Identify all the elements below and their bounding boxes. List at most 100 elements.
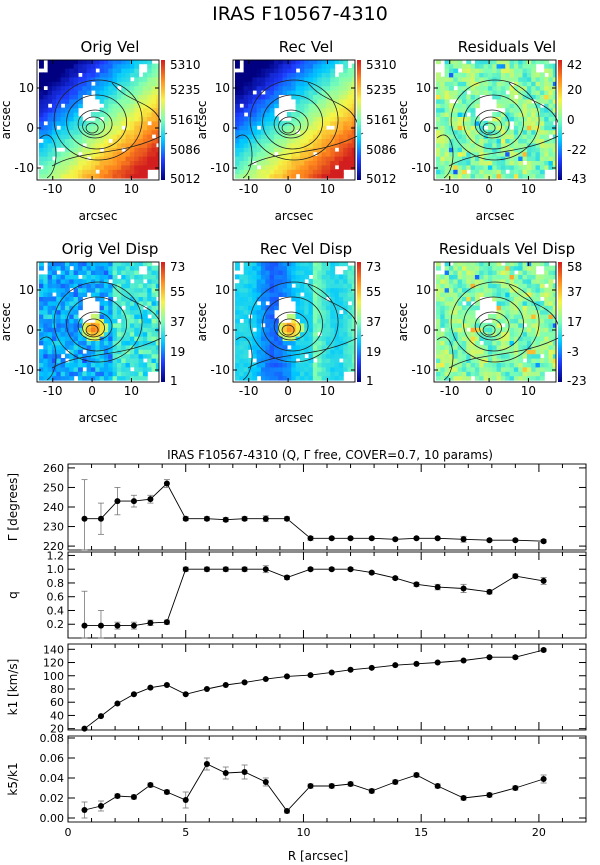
map-pixel <box>531 305 537 311</box>
map-pixel <box>535 287 541 293</box>
map-pixel <box>522 362 528 368</box>
map-pixel <box>112 309 118 315</box>
map-pixel <box>252 151 258 157</box>
map-pixel <box>51 107 57 113</box>
map-pixel <box>108 94 114 100</box>
map-pixel <box>116 156 122 161</box>
map-pixel <box>273 358 279 363</box>
map-pixel <box>343 76 349 82</box>
map-pixel <box>295 340 301 346</box>
map-pixel <box>121 63 127 69</box>
map-pixel <box>330 349 336 355</box>
map-pixel <box>82 283 88 289</box>
map-pixel <box>470 151 476 157</box>
map-pixel <box>461 336 467 341</box>
map-pixel <box>43 296 49 302</box>
map-pixel <box>492 314 498 319</box>
map-pixel <box>295 107 301 113</box>
map-pixel <box>500 112 506 117</box>
map-pixel <box>304 331 310 337</box>
map-pixel <box>278 147 284 153</box>
map-pixel <box>243 283 249 289</box>
map-pixel <box>260 344 266 350</box>
map-pixel <box>138 278 144 284</box>
map-pixel <box>142 362 148 368</box>
map-pixel <box>64 265 70 271</box>
map-pixel <box>522 142 528 148</box>
map-pixel <box>138 173 144 179</box>
map-pixel <box>308 90 314 95</box>
map-pixel <box>239 138 245 144</box>
map-pixel <box>108 76 114 82</box>
map-pixel <box>466 103 472 109</box>
map-pixel <box>312 72 318 78</box>
map-pixel <box>343 156 349 161</box>
map-pixel <box>500 300 506 306</box>
map-pixel <box>496 353 502 359</box>
map-pixel <box>129 305 135 311</box>
map-pixel <box>325 278 331 284</box>
map-pixel <box>73 142 79 148</box>
map-pixel <box>252 305 258 311</box>
map-pixel <box>260 305 266 311</box>
map-pixel <box>308 318 314 324</box>
map-pixel <box>444 151 450 157</box>
map-pixel <box>286 138 292 144</box>
map-pixel <box>51 85 57 91</box>
map-pixel <box>269 296 275 302</box>
map-pixel <box>103 85 109 91</box>
map-pixel <box>509 103 515 109</box>
map-pixel <box>544 81 550 87</box>
map-pixel <box>466 344 472 350</box>
map-pixel <box>526 292 532 297</box>
map-pixel <box>64 283 70 289</box>
map-pixel <box>151 314 157 319</box>
map-pixel <box>64 287 70 293</box>
map-pixel <box>334 331 340 337</box>
map-pixel <box>247 68 253 73</box>
map-pixel <box>151 318 157 324</box>
x-tick-label: -10 <box>239 182 259 196</box>
map-pixel <box>312 314 318 319</box>
map-pixel <box>95 265 101 271</box>
map-pixel <box>526 296 532 302</box>
map-pixel <box>269 151 275 157</box>
map-pixel <box>147 85 153 91</box>
map-pixel <box>291 112 297 117</box>
map-pixel <box>90 375 96 381</box>
map-pixel <box>108 125 114 131</box>
map-pixel <box>38 371 44 377</box>
map-pixel <box>338 142 344 148</box>
map-pixel <box>435 318 441 324</box>
map-pixel <box>539 72 545 78</box>
map-pixel <box>496 125 502 131</box>
map-pixel <box>299 90 305 95</box>
map-pixel <box>470 358 476 363</box>
map-pixel <box>338 147 344 153</box>
colorbar-tick-label: 19 <box>366 345 381 359</box>
map-pixel <box>317 353 323 359</box>
map-pixel <box>304 94 310 100</box>
map-pixel <box>518 322 524 328</box>
map-pixel <box>269 142 275 148</box>
map-pixel <box>295 94 301 100</box>
map-pixel <box>338 262 344 267</box>
map-pixel <box>56 318 62 324</box>
map-pixel <box>470 116 476 122</box>
map-pixel <box>82 63 88 69</box>
map-pixel <box>522 107 528 113</box>
map-pixel <box>531 366 537 372</box>
contour-ring <box>479 318 502 338</box>
map-pixel <box>142 287 148 293</box>
map-pixel <box>330 85 336 91</box>
map-pixel <box>474 120 480 126</box>
map-pixel <box>82 274 88 280</box>
map-pixel <box>312 375 318 381</box>
map-pixel <box>234 63 240 69</box>
map-pixel <box>47 156 53 161</box>
map-pixel <box>82 375 88 381</box>
map-pixel <box>99 151 105 157</box>
map-pixel <box>43 322 49 328</box>
map-pixel <box>129 292 135 297</box>
map-pixel <box>492 72 498 78</box>
